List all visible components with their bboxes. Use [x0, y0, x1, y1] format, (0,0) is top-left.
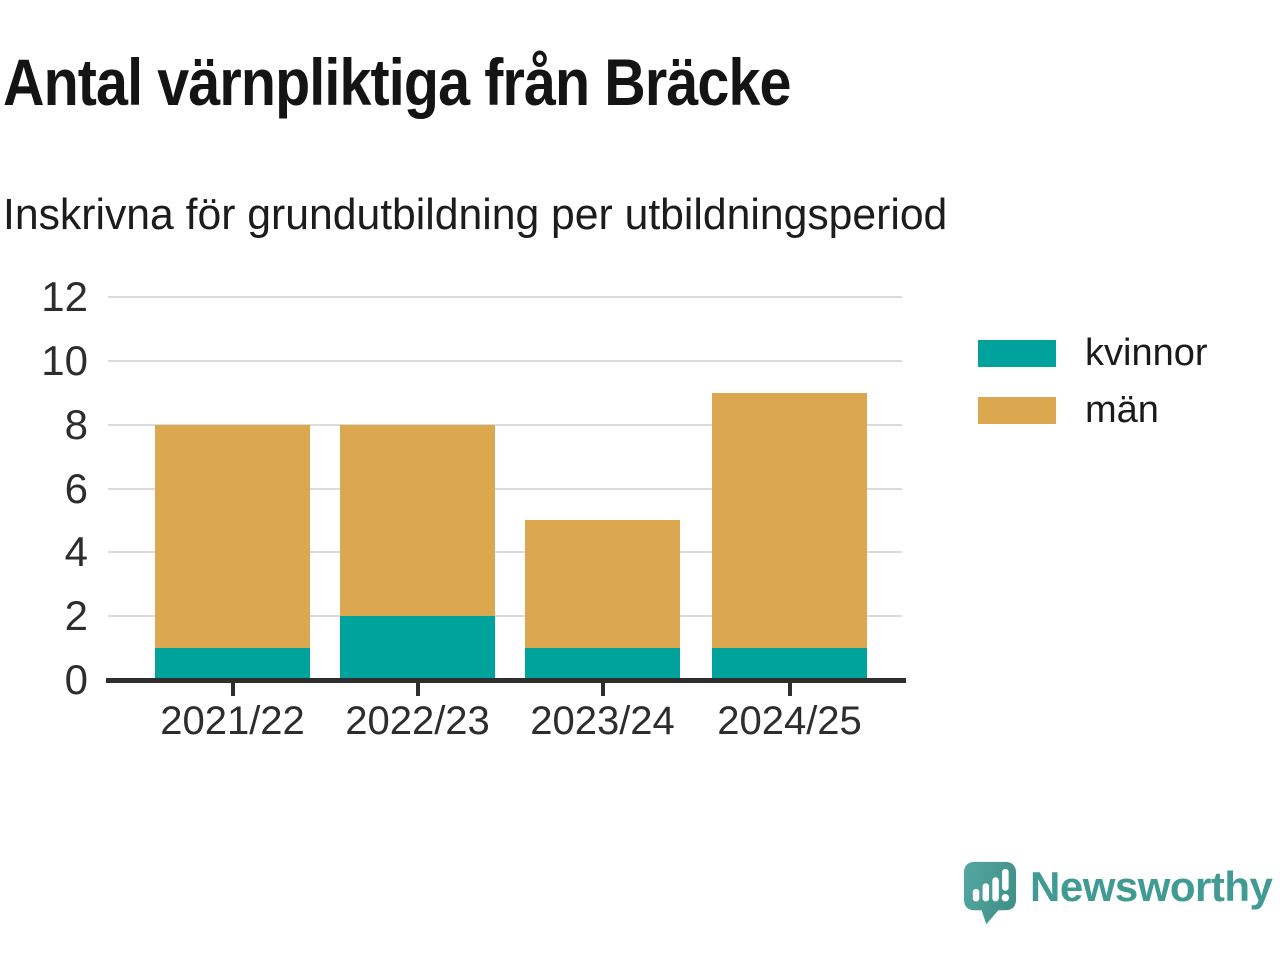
legend-label-kvinnor: kvinnor	[1085, 332, 1208, 374]
y-axis-label: 0	[64, 656, 88, 703]
gridline-y6	[108, 487, 902, 490]
x-axis-label: 2021/22	[160, 699, 305, 743]
brand-name: Newsworthy	[1030, 863, 1273, 910]
chart-subtitle: Inskrivna för grundutbildning per utbild…	[3, 190, 948, 239]
plot-area: 0 2 4 6 8 10 12 2021/22 2022/23 2023/24 2024/25	[41, 273, 906, 743]
gridline-y10	[108, 359, 902, 362]
x-axis-label: 2023/24	[530, 699, 675, 743]
gridline-y4	[108, 551, 902, 554]
bar-segment-kvinnor	[155, 648, 310, 680]
bar-segment-män	[155, 424, 310, 649]
bar-segment-kvinnor	[712, 648, 867, 680]
y-axis-label: 10	[41, 336, 88, 384]
gridline-y2	[108, 615, 902, 618]
y-axis-label: 4	[64, 528, 88, 576]
x-axis-label: 2022/23	[345, 699, 490, 743]
legend-label-man: män	[1085, 389, 1159, 431]
brand: Newsworthy	[963, 860, 1273, 927]
chart-title: Antal värnpliktiga från Bräcke	[3, 45, 791, 119]
bar-segment-män	[340, 424, 495, 617]
gridline-y8	[108, 423, 902, 426]
legend-item-man: män	[978, 389, 1208, 431]
y-axis-label: 8	[64, 400, 88, 448]
bar-segment-män	[712, 392, 867, 649]
x-axis-label: 2024/25	[717, 699, 862, 743]
legend: kvinnor män	[978, 332, 1208, 431]
newsworthy-logo-icon	[963, 861, 1017, 925]
gridline-y12	[108, 296, 902, 298]
y-axis-label: 12	[41, 273, 88, 320]
x-axis-line	[106, 678, 906, 683]
x-axis-tick	[600, 683, 605, 696]
y-axis-label: 2	[64, 592, 88, 640]
bar-segment-kvinnor	[525, 648, 680, 680]
legend-item-kvinnor: kvinnor	[978, 332, 1208, 374]
x-axis-tick	[230, 683, 235, 696]
x-axis-tick	[415, 683, 420, 696]
legend-swatch-kvinnor	[978, 340, 1056, 367]
legend-swatch-man	[978, 397, 1056, 424]
x-axis-tick	[787, 683, 792, 696]
bar-segment-kvinnor	[340, 616, 495, 680]
y-axis-label: 6	[64, 464, 88, 512]
bar-segment-män	[525, 520, 680, 649]
